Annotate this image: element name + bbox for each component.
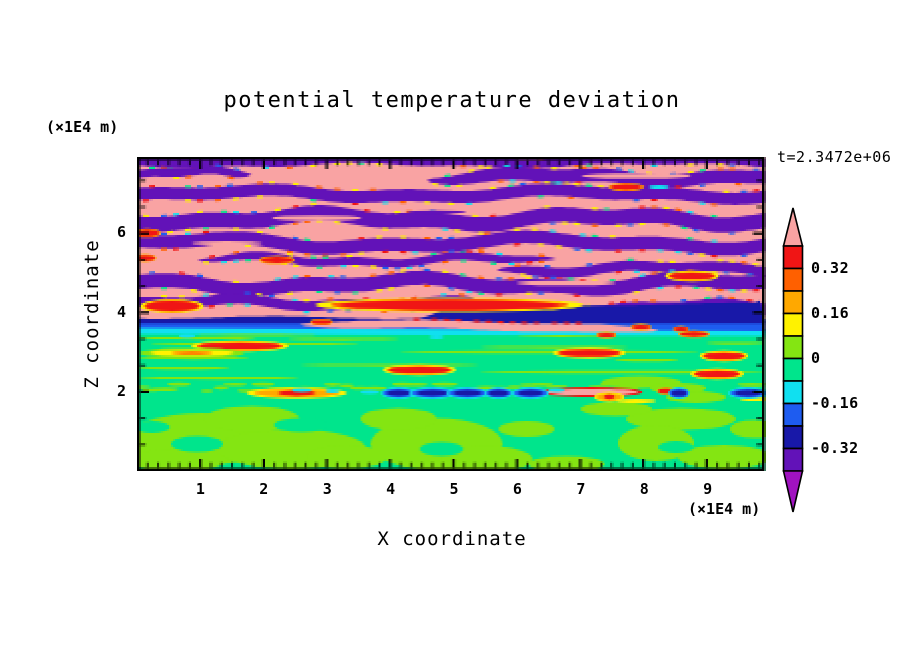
colorbar-segment-cyan <box>782 380 804 405</box>
colorbar-label-0.32: 0.32 <box>811 258 850 277</box>
x-tick-label-6: 6 <box>512 480 522 498</box>
x-tick-label-7: 7 <box>576 480 586 498</box>
x-tick-label-5: 5 <box>449 480 459 498</box>
y-tick-label-2: 2 <box>116 381 126 400</box>
contour-field-canvas <box>137 157 766 471</box>
x-axis-units-label: (×1E4 m) <box>688 500 761 518</box>
colorbar-segment-orange_red <box>782 267 804 292</box>
colorbar-segment-red <box>782 245 804 270</box>
y-tick-label-6: 6 <box>116 223 126 242</box>
x-tick-label-2: 2 <box>259 480 269 498</box>
colorbar-segment-spring_green <box>782 357 804 382</box>
colorbar <box>782 205 804 515</box>
y-axis-units-label: (×1E4 m) <box>46 118 119 136</box>
colorbar-segment-blue <box>782 402 804 427</box>
colorbar-segment-chartreuse <box>782 335 804 360</box>
chart-title: potential temperature deviation <box>223 88 681 113</box>
x-tick-label-1: 1 <box>195 480 205 498</box>
colorbar-label--0.32: -0.32 <box>811 438 859 457</box>
time-label: t=2.3472e+06 <box>777 148 892 166</box>
colorbar-under-arrow <box>782 470 804 513</box>
colorbar-segment-purple <box>782 447 804 472</box>
colorbar-label--0.16: -0.16 <box>811 393 859 412</box>
x-tick-label-3: 3 <box>322 480 332 498</box>
colorbar-segment-yellow <box>782 312 804 337</box>
colorbar-segment-orange <box>782 290 804 315</box>
colorbar-label-0: 0 <box>811 348 821 367</box>
y-tick-label-4: 4 <box>116 302 126 321</box>
x-tick-label-9: 9 <box>703 480 713 498</box>
x-axis-title: X coordinate <box>377 528 527 550</box>
plot-area <box>137 157 766 471</box>
colorbar-over-arrow <box>782 207 804 247</box>
x-tick-label-4: 4 <box>386 480 396 498</box>
colorbar-segment-navy <box>782 425 804 450</box>
x-tick-label-8: 8 <box>639 480 649 498</box>
colorbar-label-0.16: 0.16 <box>811 303 850 322</box>
